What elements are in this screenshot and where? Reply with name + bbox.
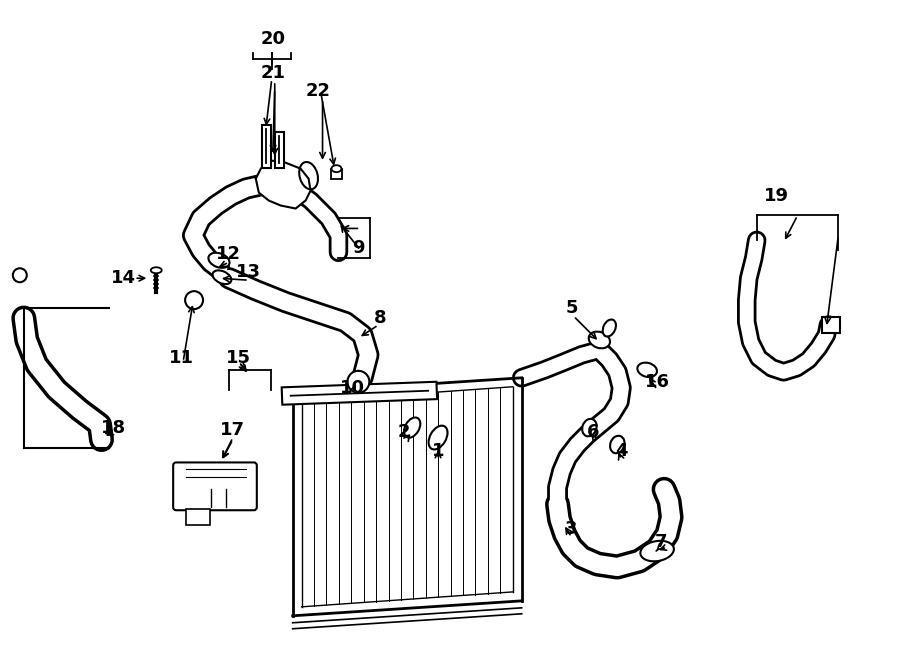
Text: 3: 3 [565,520,578,538]
FancyBboxPatch shape [823,317,841,333]
Text: 7: 7 [655,533,668,551]
Text: 2: 2 [398,422,410,441]
Ellipse shape [641,541,674,561]
Text: 21: 21 [260,64,285,82]
Ellipse shape [212,270,231,284]
Text: 19: 19 [764,186,789,204]
Text: 6: 6 [587,422,599,441]
Text: 5: 5 [565,299,578,317]
Text: 18: 18 [101,418,126,436]
Text: 16: 16 [644,373,670,391]
Ellipse shape [610,436,625,453]
Text: 4: 4 [615,442,627,461]
Polygon shape [256,161,310,208]
Ellipse shape [404,418,420,438]
FancyBboxPatch shape [173,463,256,510]
Text: 15: 15 [227,349,251,367]
Circle shape [13,268,27,282]
Text: 9: 9 [352,239,365,257]
Ellipse shape [151,267,162,273]
Text: 11: 11 [168,349,194,367]
Polygon shape [330,169,343,178]
Text: 14: 14 [111,269,136,288]
Text: 1: 1 [432,442,445,461]
Ellipse shape [331,165,341,172]
Text: 12: 12 [216,245,241,263]
Ellipse shape [582,419,597,436]
Circle shape [347,371,369,393]
Text: 20: 20 [260,30,285,48]
Ellipse shape [209,253,230,268]
Ellipse shape [428,426,447,449]
FancyBboxPatch shape [186,509,210,525]
Text: 13: 13 [237,263,261,281]
Text: 10: 10 [340,379,364,397]
Circle shape [185,291,203,309]
Text: 17: 17 [220,420,246,439]
Text: 22: 22 [306,82,331,100]
Ellipse shape [589,332,610,348]
Ellipse shape [637,363,657,377]
Ellipse shape [603,319,616,336]
Text: 8: 8 [374,309,387,327]
